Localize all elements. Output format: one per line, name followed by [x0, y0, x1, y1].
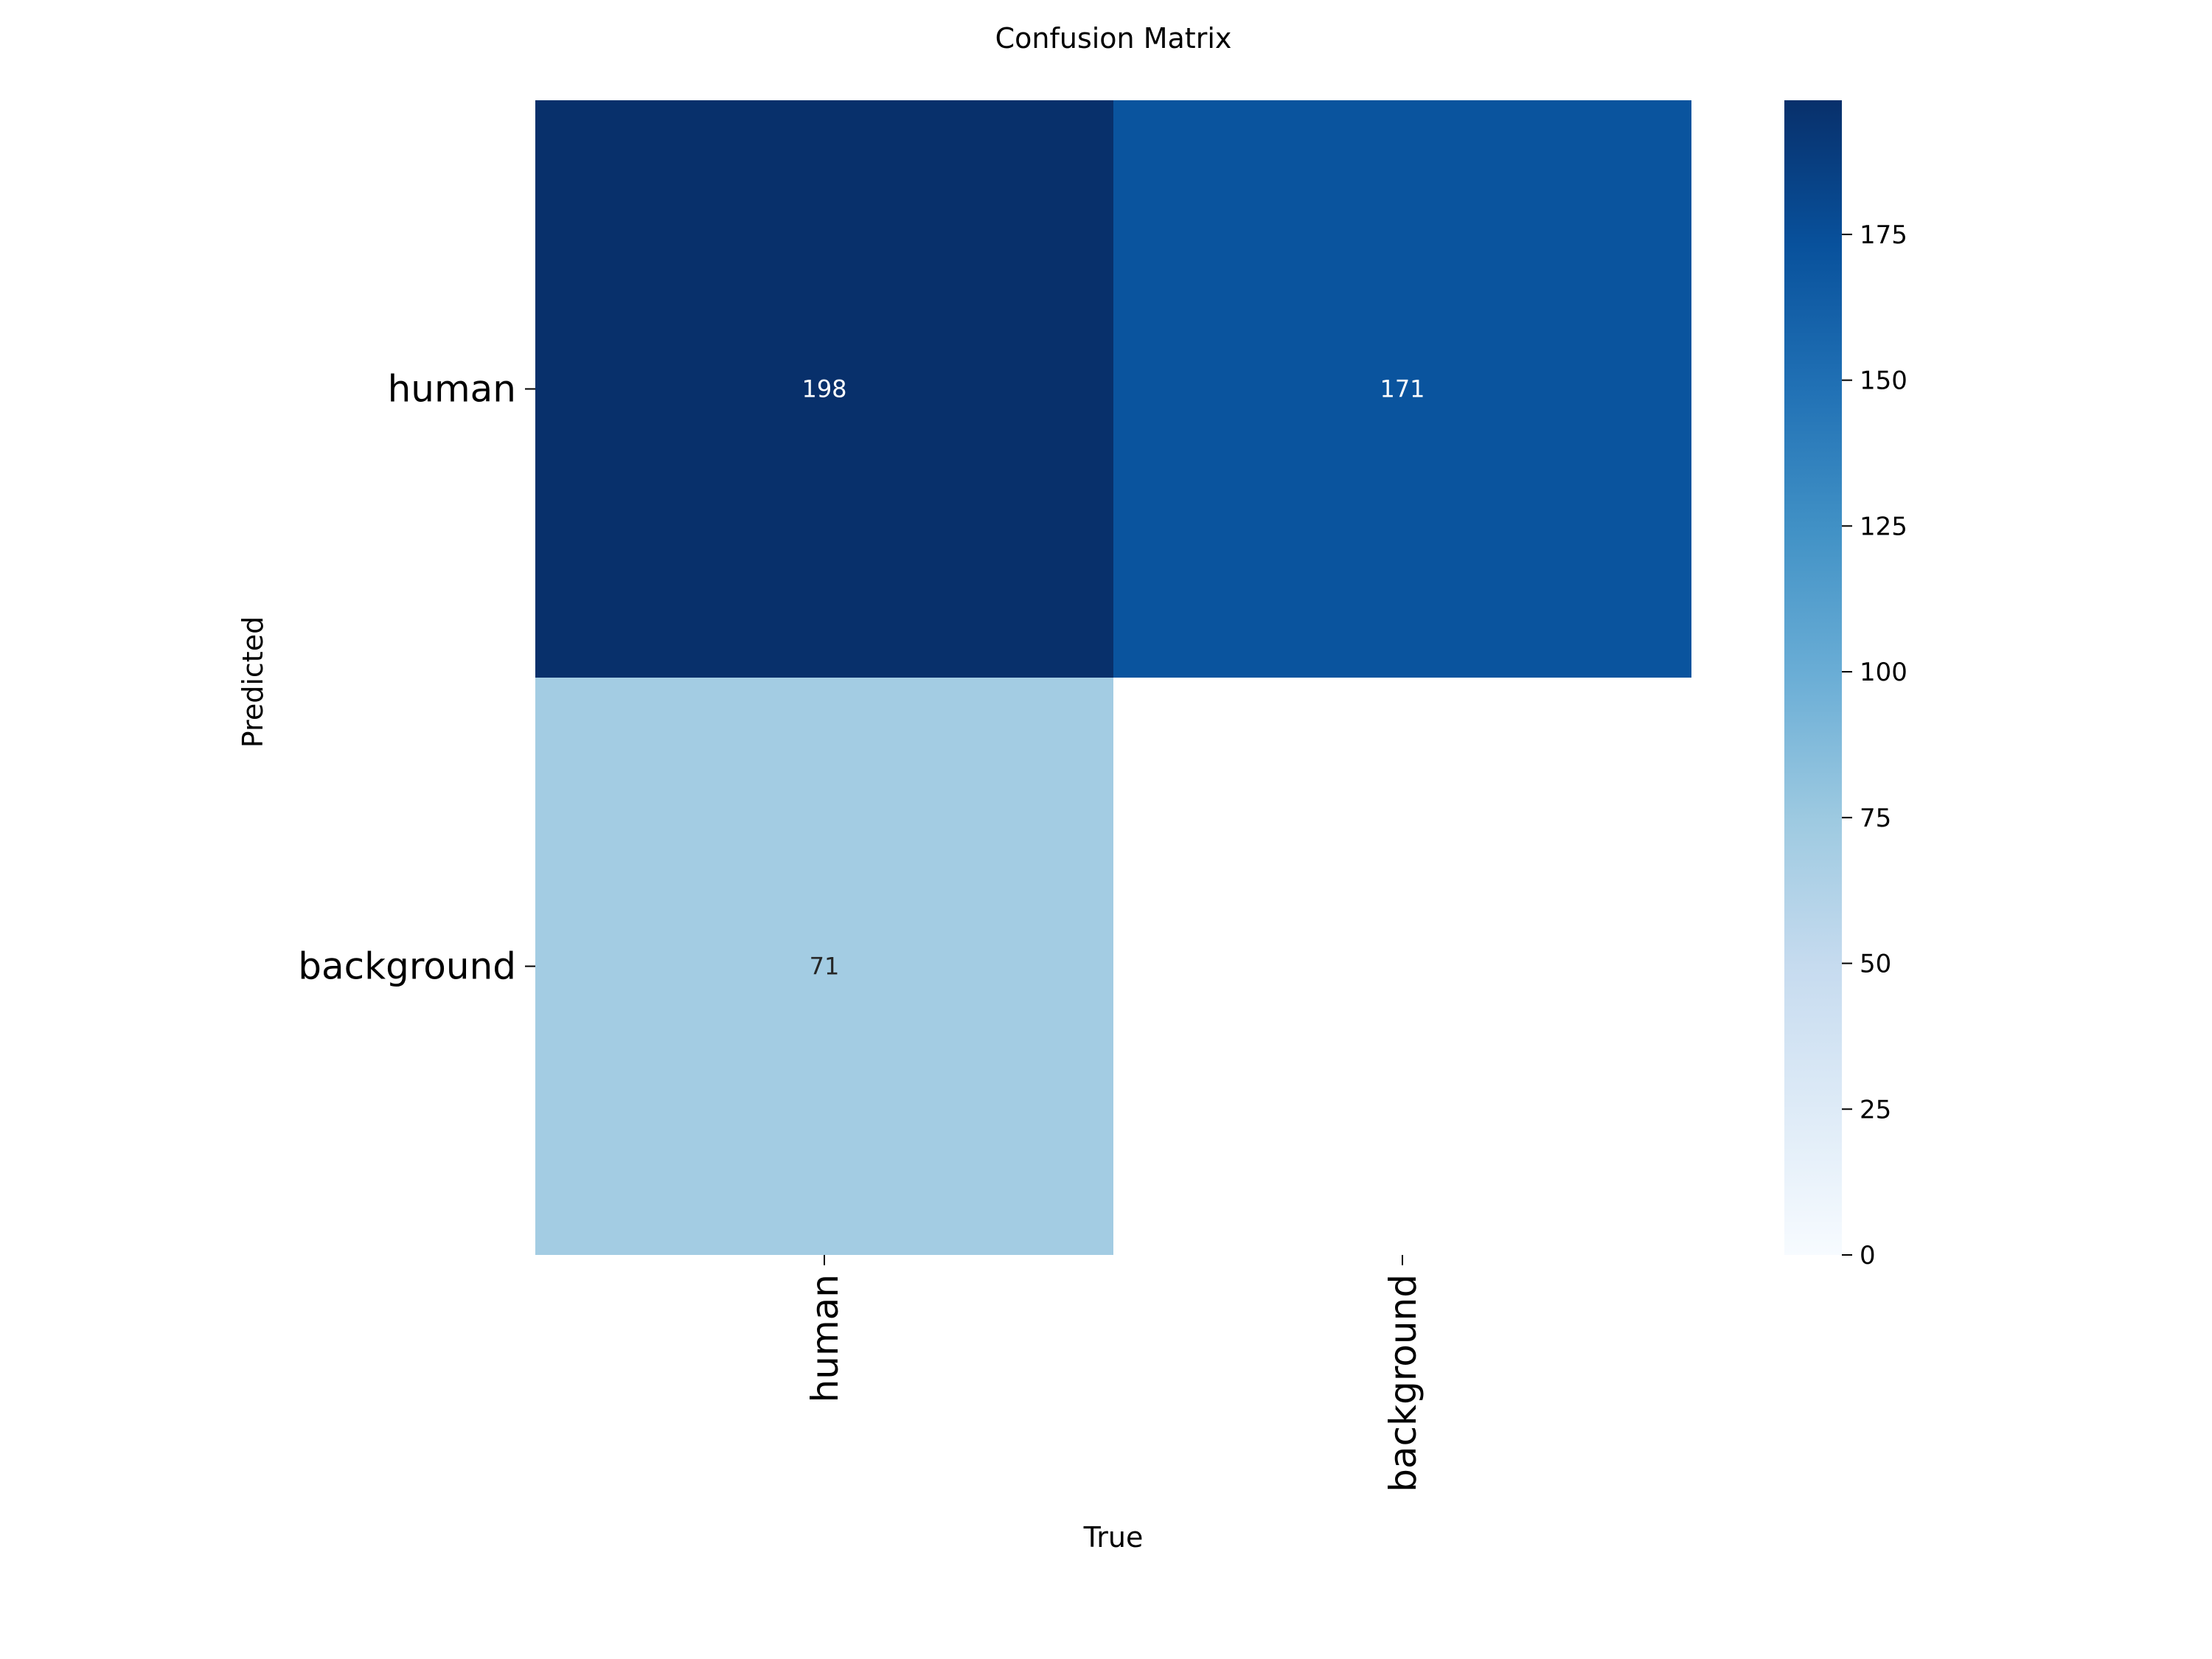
colorbar-tick-label: 0: [1860, 1241, 1876, 1270]
heatmap-cell: [535, 678, 1113, 1255]
colorbar-tick-label: 150: [1860, 366, 1907, 396]
x-tick-label: background: [1382, 1274, 1425, 1492]
y-tick-label: background: [298, 945, 516, 988]
colorbar-tick-label: 50: [1860, 950, 1891, 979]
colorbar-tick-label: 125: [1860, 512, 1907, 541]
colorbar-tick-label: 100: [1860, 658, 1907, 687]
heatmap-cell: [535, 100, 1113, 678]
y-axis-label: Predicted: [237, 616, 269, 748]
heatmap-cell: [1113, 100, 1691, 678]
x-axis-ticks: human background: [804, 1255, 1425, 1492]
colorbar-ticks: 0 25 50 75 100 125 150 175: [1842, 220, 1907, 1270]
heatmap-cells: 198 171 71: [535, 100, 1691, 1255]
colorbar: [1784, 100, 1842, 1255]
y-axis-ticks: human background: [298, 368, 535, 988]
cell-value-label: 198: [801, 375, 846, 403]
y-tick-label: human: [388, 368, 516, 411]
x-axis-label: True: [1083, 1521, 1144, 1554]
colorbar-tick-label: 25: [1860, 1095, 1891, 1124]
cell-value-label: 71: [810, 953, 840, 981]
colorbar-tick-label: 175: [1860, 220, 1907, 250]
chart-title: Confusion Matrix: [995, 22, 1232, 55]
colorbar-tick-label: 75: [1860, 804, 1891, 833]
x-tick-label: human: [804, 1274, 846, 1402]
cell-value-label: 171: [1380, 375, 1425, 403]
